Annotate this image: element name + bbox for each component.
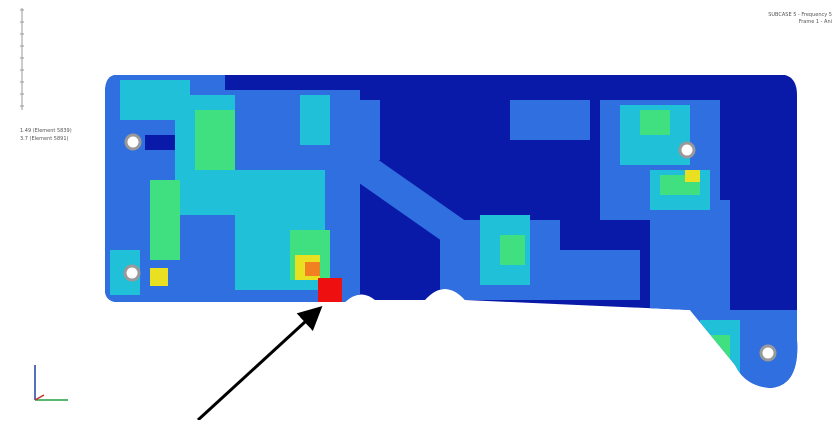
max-stress-region <box>318 278 342 302</box>
annotation-line: 3.7 (Element 5891) <box>20 136 69 142</box>
pointer-arrow <box>198 310 318 420</box>
header-line: SUBCASE 5 - Frequency 5 <box>768 12 832 18</box>
fea-view: 1.49 (Element 5839) 3.7 (Element 5891) S… <box>0 0 836 420</box>
header-line: Frame 1 - Ani <box>799 19 832 25</box>
axis-triad <box>35 365 68 400</box>
plate-contour <box>100 70 800 390</box>
annotation-line: 1.49 (Element 5839) <box>20 128 72 134</box>
legend-ticks <box>20 8 24 110</box>
page: 1.49 (Element 5839) 3.7 (Element 5891) S… <box>0 0 836 420</box>
